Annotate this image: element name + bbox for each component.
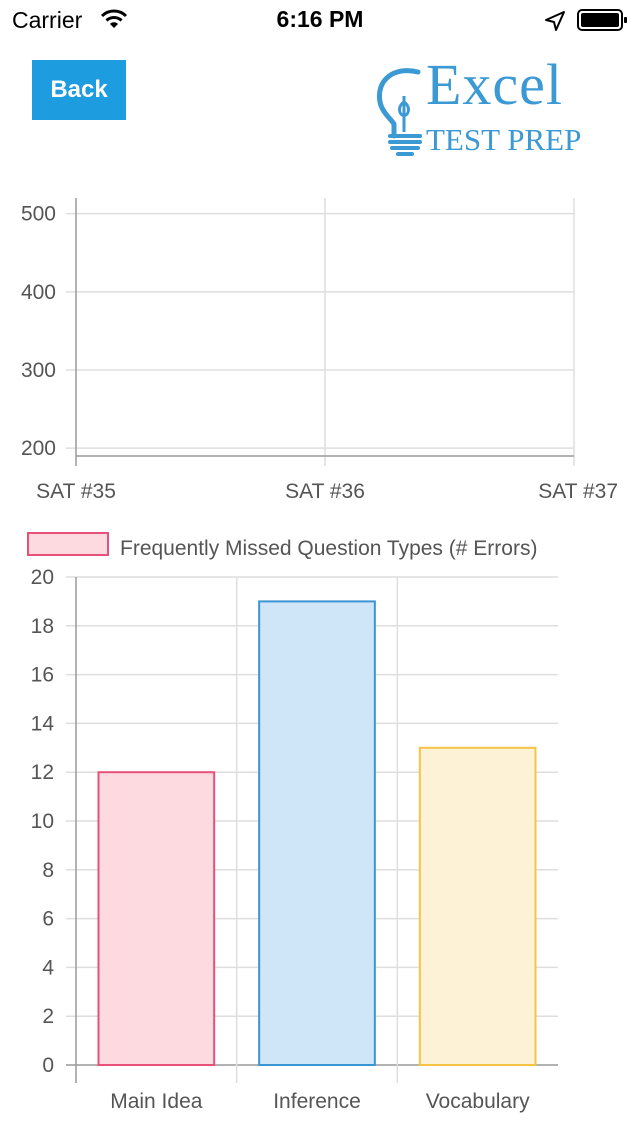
- x-tick-label: Vocabulary: [426, 1090, 530, 1113]
- y-tick-label: 12: [31, 761, 54, 784]
- y-tick-label: 400: [21, 281, 56, 304]
- y-tick-label: 200: [21, 437, 56, 460]
- y-tick-label: 20: [31, 566, 54, 589]
- y-tick-label: 300: [21, 359, 56, 382]
- missed-question-types-bar-chart: Frequently Missed Question Types (# Erro…: [27, 532, 558, 1113]
- battery-icon: [577, 8, 629, 37]
- bar-vocabulary: [418, 746, 537, 1067]
- legend-label: Frequently Missed Question Types (# Erro…: [120, 537, 537, 560]
- y-tick-label: 4: [42, 956, 54, 979]
- x-tick-label: Main Idea: [110, 1090, 203, 1113]
- y-tick-label: 16: [31, 664, 54, 687]
- bar-inference: [258, 600, 376, 1067]
- y-tick-label: 0: [42, 1054, 54, 1077]
- y-tick-label: 14: [31, 712, 55, 735]
- score-line-chart: 200 300 400 500 SAT #35 SAT #36 SAT #37: [21, 198, 618, 503]
- wifi-icon: [100, 8, 128, 35]
- x-tick-label: SAT #36: [285, 480, 365, 503]
- logo-text-excel: Excel: [426, 52, 564, 117]
- x-tick-label: Inference: [273, 1090, 361, 1113]
- y-tick-label: 10: [31, 810, 54, 833]
- status-time: 6:16 PM: [276, 6, 364, 32]
- y-tick-label: 8: [42, 859, 54, 882]
- y-tick-label: 18: [31, 615, 54, 638]
- legend-swatch: [27, 532, 109, 556]
- excel-test-prep-logo: Excel TEST PREP: [374, 56, 604, 163]
- back-button[interactable]: Back: [32, 60, 126, 120]
- x-tick-label: SAT #37: [538, 480, 618, 503]
- bar-main-idea: [97, 771, 216, 1066]
- status-bar: Carrier 6:16 PM: [0, 0, 640, 40]
- lightbulb-logo-icon: [374, 62, 434, 163]
- x-tick-label: SAT #35: [36, 480, 116, 503]
- y-tick-label: 6: [42, 908, 54, 931]
- logo-text-test-prep: TEST PREP: [426, 122, 582, 157]
- location-arrow-icon: [544, 10, 566, 37]
- y-tick-label: 500: [21, 203, 56, 226]
- carrier-label: Carrier: [12, 7, 83, 33]
- y-tick-label: 2: [42, 1005, 54, 1028]
